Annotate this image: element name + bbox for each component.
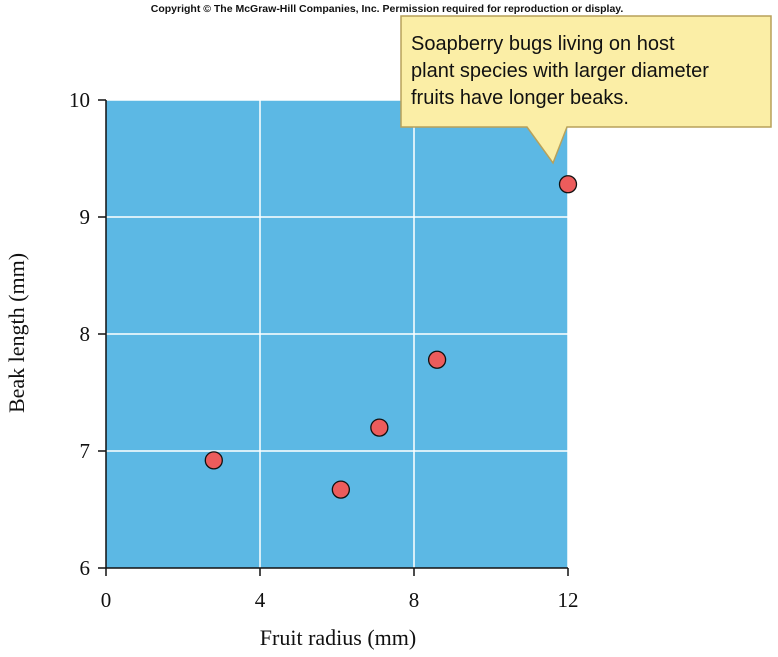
- data-point: [370, 418, 389, 437]
- x-tick-label: 4: [255, 588, 266, 612]
- y-tick-label: 10: [69, 88, 90, 112]
- axes: [98, 99, 569, 576]
- data-point: [427, 350, 447, 369]
- x-tick-label: 8: [409, 588, 420, 612]
- y-tick-label: 6: [80, 556, 91, 580]
- y-tick-label: 9: [80, 205, 91, 229]
- callout-pointer-box: [400, 15, 772, 165]
- copyright-notice: Copyright © The McGraw-Hill Companies, I…: [151, 3, 624, 15]
- callout-line-3: fruits have longer beaks.: [411, 87, 629, 109]
- x-axis-label: Fruit radius (mm): [260, 625, 416, 650]
- callout-line-1: Soapberry bugs living on host: [411, 33, 675, 55]
- callout-box: Soapberry bugs living on host plant spec…: [400, 15, 772, 165]
- data-point: [558, 175, 578, 194]
- data-point: [331, 480, 351, 499]
- data-point: [204, 451, 223, 470]
- x-tick-label: 12: [558, 588, 579, 612]
- x-tick-label: 0: [101, 588, 112, 612]
- tick-labels: 0 4 8 12 6 7 8 9 10: [69, 88, 579, 612]
- callout-line-2: plant species with larger diameter: [411, 60, 709, 82]
- data-points: [204, 175, 578, 499]
- y-axis-label: Beak length (mm): [4, 253, 29, 413]
- y-tick-label: 7: [80, 439, 91, 463]
- y-tick-label: 8: [80, 322, 91, 346]
